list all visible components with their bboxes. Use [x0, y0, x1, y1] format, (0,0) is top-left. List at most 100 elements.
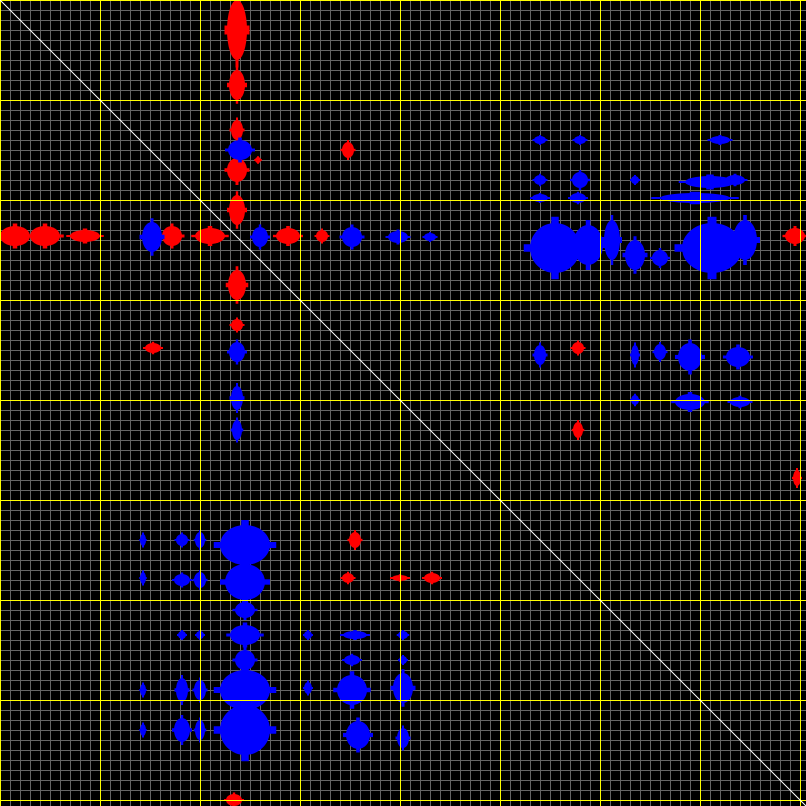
positive-peak: [224, 155, 250, 185]
negative-peak: [675, 339, 705, 375]
negative-peak-ridge-v: [539, 173, 541, 187]
positive-peak-ridge-v: [42, 223, 48, 249]
negative-peak: [652, 342, 668, 362]
negative-peak: [532, 342, 548, 368]
negative-peak: [172, 572, 192, 588]
negative-peak: [139, 532, 147, 548]
negative-peak-ridge-v: [659, 342, 661, 362]
negative-peak: [232, 647, 258, 673]
negative-peak: [230, 417, 244, 443]
positive-peak: [792, 468, 802, 488]
negative-peak-ridge-v: [235, 339, 239, 365]
positive-peak-ridge-v: [236, 317, 238, 333]
negative-peak-ridge-v: [688, 339, 692, 375]
positive-peak-ridge-v: [207, 226, 213, 246]
positive-peak-ridge-v: [347, 140, 349, 160]
positive-peak-ridge-v: [347, 571, 349, 585]
positive-peak-ridge-v: [151, 341, 155, 355]
negative-peak: [622, 236, 648, 274]
positive-peak: [159, 223, 185, 249]
negative-peak-ridge-v: [142, 722, 144, 738]
negative-peak-ridge-v: [633, 236, 637, 274]
positive-peak-ridge-v: [321, 228, 323, 244]
positive-peak: [66, 228, 104, 244]
negative-peak: [333, 671, 371, 709]
positive-peak: [314, 228, 330, 244]
negative-peak: [671, 392, 709, 412]
positive-peak-ridge-v: [235, 66, 239, 104]
positive-peak-ridge-v: [170, 223, 174, 249]
negative-peak: [650, 248, 670, 268]
positive-peak-ridge-v: [12, 223, 18, 249]
negative-peak: [232, 600, 258, 620]
positive-peak: [227, 66, 247, 104]
negative-peak: [723, 344, 753, 370]
negative-peak-ridge-v: [258, 224, 262, 250]
negative-peak: [532, 173, 548, 187]
negative-peak: [727, 395, 753, 409]
positive-peak: [340, 140, 356, 160]
negative-peak-ridge-v: [243, 647, 247, 673]
negative-peak-ridge-v: [307, 630, 309, 640]
positive-peak-ridge-v: [354, 530, 356, 550]
positive-peak-ridge-v: [793, 226, 797, 246]
negative-peak: [226, 622, 264, 648]
negative-peak-ridge-v: [733, 173, 737, 187]
positive-peak: [227, 191, 247, 229]
negative-peak-ridge-v: [142, 570, 144, 586]
negative-peak: [422, 232, 438, 242]
positive-peak: [229, 117, 245, 143]
negative-peak-ridge-v: [689, 191, 701, 205]
negative-peak-ridge-v: [356, 717, 360, 753]
negative-peak: [303, 630, 313, 640]
negative-peak: [343, 717, 373, 753]
positive-peak-ridge-v: [796, 468, 798, 488]
negative-peak: [569, 220, 607, 270]
negative-peak: [570, 170, 590, 190]
positive-peak-ridge-v: [235, 191, 239, 229]
negative-peak-ridge-v: [181, 675, 183, 705]
negative-peak-ridge-v: [736, 344, 740, 370]
positive-peak: [26, 223, 64, 249]
negative-peak: [213, 520, 277, 570]
negative-peak-ridge-v: [402, 655, 404, 665]
negative-peak: [630, 342, 640, 368]
negative-peak-ridge-v: [236, 417, 238, 443]
negative-peak-ridge-v: [181, 630, 183, 640]
positive-peak: [254, 156, 262, 164]
negative-peak-ridge-v: [402, 630, 404, 640]
negative-peak-ridge-v: [687, 392, 693, 412]
negative-peak-ridge-v: [353, 630, 357, 640]
positive-peak-ridge-v: [430, 571, 434, 585]
negative-peak: [229, 383, 245, 413]
negative-peak: [342, 653, 362, 667]
positive-peak-ridge-v: [232, 792, 236, 806]
negative-peak-ridge-v: [539, 135, 541, 145]
positive-peak: [273, 226, 303, 246]
negative-peak: [674, 216, 750, 280]
negative-peak-ridge-v: [402, 725, 404, 751]
positive-peak-ridge-v: [286, 226, 290, 246]
negative-peak-ridge-v: [241, 520, 249, 570]
negative-peak-ridge-v: [718, 135, 722, 145]
negative-peak-ridge-v: [350, 653, 354, 667]
negative-peak-ridge-v: [738, 395, 742, 409]
negative-peak-ridge-v: [349, 671, 355, 709]
negative-peak-ridge-v: [181, 532, 183, 548]
positive-peak-ridge-v: [235, 266, 239, 304]
negative-peak-ridge-v: [634, 342, 636, 368]
positive-peak: [225, 266, 249, 304]
negative-peak: [303, 680, 313, 696]
negative-peak-ridge-v: [707, 216, 717, 280]
negative-peak: [172, 715, 192, 745]
negative-peak-ridge-v: [242, 622, 248, 648]
positive-peak: [340, 571, 356, 585]
negative-peak-ridge-v: [610, 215, 614, 265]
negative-peak-ridge-v: [401, 669, 405, 707]
negative-peak-ridge-v: [243, 600, 247, 620]
positive-peak: [229, 317, 245, 333]
negative-peak-ridge-v: [743, 215, 747, 265]
negative-peak-ridge-v: [396, 229, 400, 245]
